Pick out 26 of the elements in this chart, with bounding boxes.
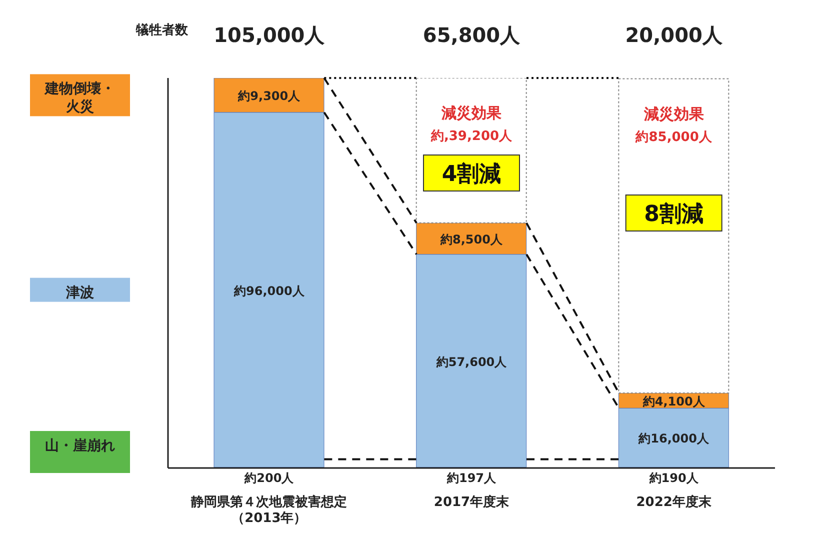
- data-label: 約200人: [244, 471, 295, 485]
- text: 20,000人: [625, 23, 724, 47]
- data-label: 約16,000人: [638, 432, 710, 446]
- data-label: 約8,500人: [440, 232, 504, 247]
- data-label: 約96,000人: [233, 284, 306, 298]
- annotation: 8割減: [644, 202, 704, 227]
- text: 津波: [65, 284, 94, 301]
- text: 105,000人: [214, 23, 326, 47]
- text: 65,800人: [422, 23, 522, 47]
- data-label: 約9,300人: [237, 89, 302, 104]
- data-label: 約,39,200人: [430, 129, 514, 144]
- y-axis-title: 犠牲者数: [135, 23, 189, 38]
- series-label: 減災効果: [642, 104, 705, 123]
- bar: [618, 78, 730, 394]
- data-label: 約85,000人: [634, 130, 713, 145]
- text: 減災効果: [442, 104, 502, 122]
- text: 山・崖崩れ: [45, 438, 115, 454]
- annotation: 4割減: [442, 162, 502, 187]
- x-tick-label: 2017年度末: [434, 494, 510, 510]
- x-tick-label: 静岡県第４次地震被害想定（2013年）: [190, 494, 348, 526]
- data-label: 約4,100人: [642, 394, 706, 409]
- data-label: 約197人: [446, 471, 498, 485]
- text: 建物倒壊・火災: [44, 81, 115, 116]
- data-label: 約190人: [648, 471, 700, 485]
- x-tick-label: 2022年度末: [636, 494, 712, 510]
- data-label: 約57,600人: [435, 354, 508, 369]
